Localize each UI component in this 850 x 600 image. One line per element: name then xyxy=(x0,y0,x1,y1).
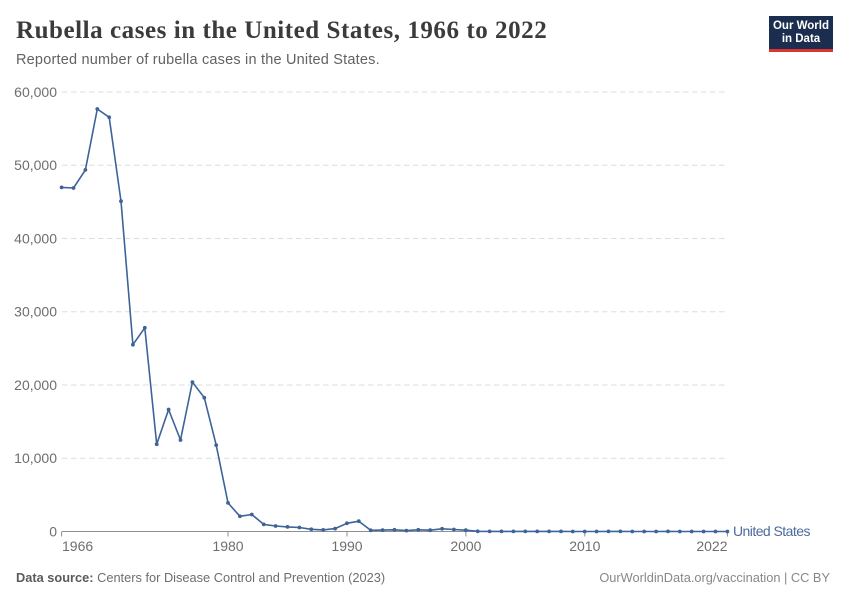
svg-text:0: 0 xyxy=(49,523,57,539)
svg-text:60,000: 60,000 xyxy=(14,84,57,100)
svg-text:50,000: 50,000 xyxy=(14,157,57,173)
svg-text:1990: 1990 xyxy=(331,538,362,554)
svg-text:1980: 1980 xyxy=(212,538,243,554)
svg-text:10,000: 10,000 xyxy=(14,450,57,466)
svg-text:2010: 2010 xyxy=(569,538,600,554)
svg-text:United States: United States xyxy=(733,523,810,539)
svg-text:20,000: 20,000 xyxy=(14,377,57,393)
svg-text:1966: 1966 xyxy=(62,538,93,554)
svg-text:30,000: 30,000 xyxy=(14,304,57,320)
svg-text:40,000: 40,000 xyxy=(14,230,57,246)
svg-text:2022: 2022 xyxy=(696,538,727,554)
svg-text:2000: 2000 xyxy=(450,538,481,554)
